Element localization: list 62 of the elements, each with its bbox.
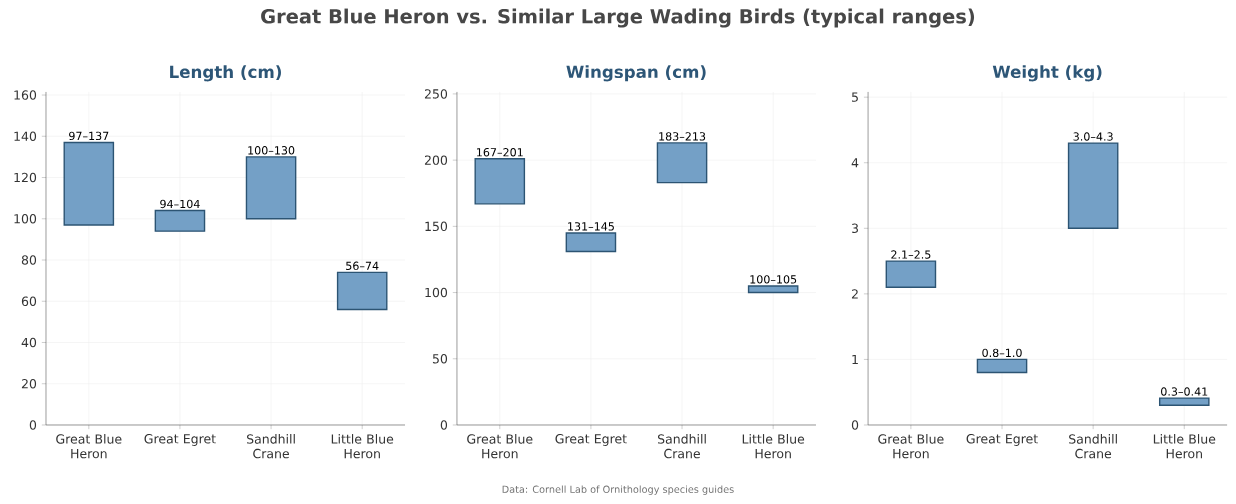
y-tick-label: 5 [852,92,858,102]
x-tick-label: Little Blue Heron [331,434,394,459]
y-tick-label: 80 [21,255,37,265]
y-tick-label: 0 [851,420,859,430]
y-tick-label: 4 [851,158,859,168]
bar [336,271,388,311]
y-tick-label: 0 [440,420,448,430]
x-tick-label: Sandhill Crane [657,434,706,459]
data-label: 183–213 [659,132,706,141]
data-label: 100–105 [750,275,797,284]
bar [565,232,617,253]
x-tick-label: Sandhill Crane [1069,434,1117,459]
y-tick-label: 200 [424,155,448,165]
data-label: 97–137 [69,131,109,141]
bar [63,141,115,226]
y-tick-label: 20 [21,379,37,389]
y-tick-label: 120 [14,172,37,183]
bar [885,260,937,289]
x-tick-label: Great Egret [966,434,1038,446]
x-tick-label: Great Blue Heron [467,434,533,459]
data-label: 3.0–4.3 [1073,132,1113,141]
chart-title: Weight (kg) [992,65,1102,82]
x-tick-label: Little Blue Heron [742,434,805,459]
x-tick-label: Great Egret [144,434,216,446]
chart-title: Wingspan (cm) [566,65,706,82]
y-tick-label: 3 [852,223,858,234]
data-label: 2.1–2.5 [891,250,931,259]
bar [1067,142,1119,229]
y-tick-label: 160 [14,90,37,100]
data-label: 100–130 [248,146,295,155]
data-label: 167–201 [477,148,523,157]
data-label: 0.8–1.0 [982,348,1022,358]
bar [656,142,708,184]
bar [976,358,1028,374]
bar [474,158,526,205]
x-tick-label: Great Blue Heron [878,434,944,459]
x-tick-label: Great Egret [555,434,627,446]
y-tick-label: 150 [425,221,448,232]
y-tick-label: 140 [14,131,37,141]
y-tick-label: 0 [29,420,37,430]
y-tick-label: 100 [425,287,448,298]
y-tick-label: 50 [432,354,448,364]
y-tick-label: 60 [21,296,37,306]
bar [154,209,206,232]
text: Great Blue Heron vs. Similar Large Wading Birds (typical ranges) [261,8,975,28]
x-tick-label: Sandhill Crane [247,434,295,459]
bar [245,156,297,220]
text: Data: Cornell Lab of Ornithology species guides [502,485,734,495]
y-tick-label: 40 [21,337,37,348]
data-label: 56–74 [346,261,379,271]
bar [747,285,799,294]
y-tick-label: 100 [14,214,37,224]
x-tick-label: Great Blue Heron [56,434,122,459]
data-label: 131–145 [568,222,614,231]
data-label: 94–104 [160,199,200,209]
data-label: 0.3–0.41 [1161,387,1208,396]
chart-title: Length (cm) [170,65,281,82]
y-tick-label: 1 [852,354,858,364]
x-tick-label: Little Blue Heron [1153,434,1216,459]
y-tick-label: 2 [851,289,858,299]
y-tick-label: 250 [424,89,448,99]
bar [1158,397,1210,407]
